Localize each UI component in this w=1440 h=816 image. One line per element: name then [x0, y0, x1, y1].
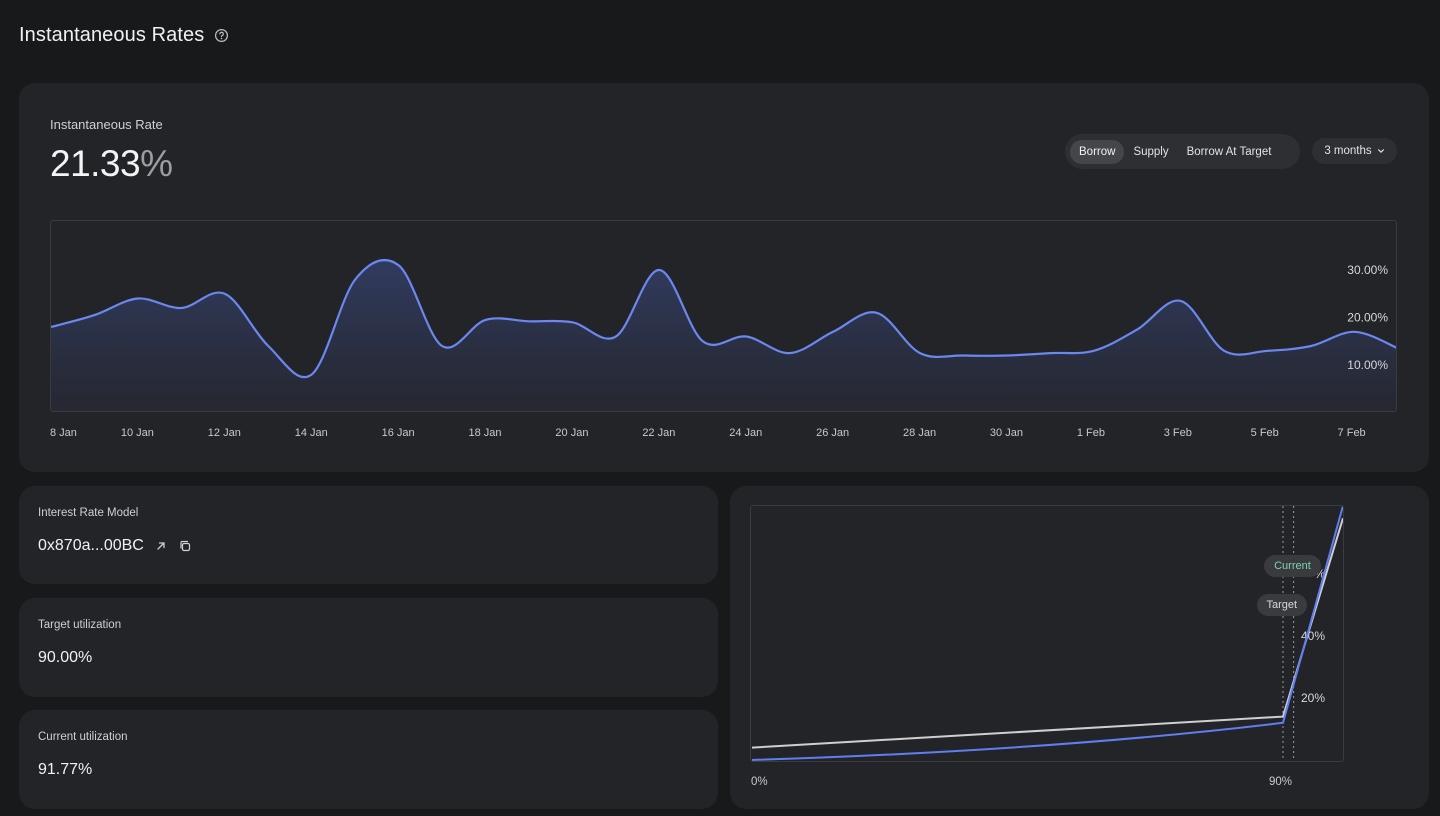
irm-marker-current: Current — [1264, 555, 1321, 577]
rate-value: 21.33% — [50, 143, 173, 185]
rate-x-tick: 14 Jan — [294, 427, 328, 439]
time-range-select[interactable]: 3 months — [1312, 138, 1397, 164]
current-utilization-card: Current utilization 91.77% — [19, 710, 718, 809]
target-utilization-value: 90.00% — [38, 649, 93, 666]
tab-supply[interactable]: Supply — [1133, 145, 1169, 158]
irm-chart: 20% 40%% — [750, 505, 1344, 762]
irm-address[interactable]: 0x870a...00BC — [38, 537, 144, 554]
rate-y-tick: 20.00% — [1347, 311, 1388, 325]
current-utilization-label: Current utilization — [38, 731, 128, 743]
tab-borrow-at-target[interactable]: Borrow At Target — [1186, 145, 1272, 158]
rate-chart-x-axis: 8 Jan 10 Jan 12 Jan 14 Jan 16 Jan 18 Jan 20 Ja… — [50, 427, 1397, 443]
rate-chart: 10.00% 20.00% 30.00% — [50, 220, 1397, 412]
tab-borrow[interactable]: Borrow — [1070, 139, 1125, 164]
rate-y-tick: 10.00% — [1347, 358, 1388, 372]
rate-type-tabs: Borrow Supply Borrow At Target — [1065, 134, 1300, 169]
irm-chart-svg: 20%40%% — [751, 506, 1343, 761]
time-range-value: 3 months — [1324, 145, 1372, 157]
page-title: Instantaneous Rates — [19, 24, 205, 46]
rate-area — [51, 260, 1396, 411]
rate-chart-svg: 10.00% 20.00% 30.00% — [51, 259, 1396, 411]
help-circle-icon[interactable] — [214, 28, 229, 43]
rate-y-tick: 30.00% — [1347, 263, 1388, 277]
irm-borrow-line — [751, 506, 1343, 761]
rate-x-tick: 18 Jan — [468, 427, 502, 439]
rate-x-tick: 28 Jan — [903, 427, 937, 439]
current-utilization-value: 91.77% — [38, 761, 93, 778]
irm-label: Interest Rate Model — [38, 507, 139, 519]
rate-number: 21.33 — [50, 143, 141, 184]
page-header: Instantaneous Rates — [19, 24, 229, 47]
rate-x-tick: 8 Jan — [50, 427, 77, 439]
rate-x-tick: 26 Jan — [816, 427, 850, 439]
rate-x-tick: 30 Jan — [989, 427, 1023, 439]
irm-y-tick: % — [1314, 567, 1325, 581]
rate-x-tick: 22 Jan — [642, 427, 676, 439]
chevron-down-icon — [1377, 149, 1384, 153]
target-utilization-label: Target utilization — [38, 619, 122, 631]
rate-x-tick: 1 Feb — [1076, 427, 1105, 439]
rate-x-tick: 5 Feb — [1250, 427, 1279, 439]
copy-icon[interactable] — [178, 539, 192, 553]
target-utilization-card: Target utilization 90.00% — [19, 598, 718, 697]
rate-x-tick: 12 Jan — [207, 427, 241, 439]
irm-address-row: 0x870a...00BC — [38, 537, 192, 555]
rate-unit: % — [140, 143, 173, 184]
rate-x-tick: 20 Jan — [555, 427, 589, 439]
irm-chart-card: 20% 40%% 0% 90% Current Target — [730, 486, 1429, 809]
rate-x-tick: 24 Jan — [729, 427, 763, 439]
external-link-icon[interactable] — [154, 539, 168, 553]
rate-x-tick: 10 Jan — [120, 427, 154, 439]
irm-x-tick: 0% — [751, 776, 768, 788]
instantaneous-rate-card: Instantaneous Rate 21.33% Borrow Supply … — [19, 83, 1429, 472]
rate-label: Instantaneous Rate — [50, 117, 163, 132]
rate-x-tick: 16 Jan — [381, 427, 415, 439]
irm-y-tick: 20% — [1301, 691, 1325, 705]
rate-x-tick: 7 Feb — [1337, 427, 1366, 439]
irm-marker-target: Target — [1256, 594, 1308, 616]
rate-x-tick: 3 Feb — [1163, 427, 1192, 439]
irm-supply-line — [751, 517, 1343, 749]
rate-line — [51, 259, 1396, 379]
interest-rate-model-card: Interest Rate Model 0x870a...00BC — [19, 486, 718, 584]
irm-x-tick: 90% — [1269, 776, 1293, 788]
